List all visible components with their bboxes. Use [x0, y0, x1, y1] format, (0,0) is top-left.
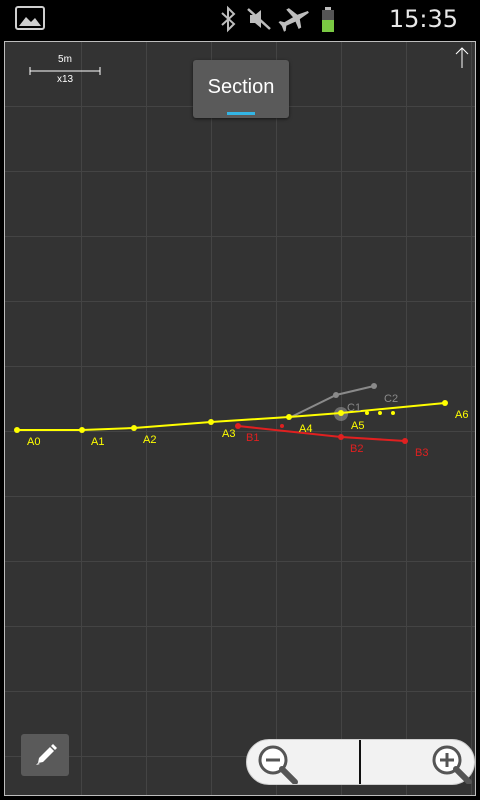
- mute-icon: [247, 8, 271, 30]
- zoom-in-icon: [432, 745, 472, 784]
- grid: [5, 42, 475, 795]
- station-label: B3: [415, 447, 428, 459]
- station-label: A1: [91, 436, 104, 448]
- station-point[interactable]: [338, 410, 344, 416]
- station-label: C1: [347, 402, 361, 414]
- section-button-label: Section: [207, 76, 275, 98]
- gallery-icon: [15, 6, 45, 30]
- station-point[interactable]: [371, 383, 377, 389]
- station-label: A5: [351, 420, 364, 432]
- scale-zoom: x13: [56, 74, 74, 85]
- zoom-out-icon: [258, 745, 298, 784]
- station-point[interactable]: [333, 392, 339, 398]
- edit-button[interactable]: [21, 734, 69, 776]
- battery-icon: [322, 7, 334, 32]
- splay-point: [280, 424, 284, 428]
- scale-line: [29, 67, 101, 75]
- station-point[interactable]: [338, 434, 344, 440]
- series-b: [235, 423, 408, 444]
- airplane-icon: [278, 8, 309, 32]
- station-label: A4: [299, 423, 312, 435]
- pencil-icon: [36, 744, 57, 765]
- station-point[interactable]: [402, 438, 408, 444]
- station-label: A3: [222, 428, 235, 440]
- station-point[interactable]: [208, 419, 214, 425]
- station-label: A2: [143, 434, 156, 446]
- station-labels: A0 A1 A2 A3 A4 A5 A6 B1 B2 B3 C1 C2: [27, 393, 468, 459]
- splay-point: [378, 411, 382, 415]
- station-point[interactable]: [79, 427, 85, 433]
- station-label: A6: [455, 409, 468, 421]
- station-point[interactable]: [14, 427, 20, 433]
- section-active-indicator: [227, 112, 255, 115]
- zoom-controls: [246, 739, 475, 785]
- status-bar: 15:35: [0, 0, 480, 38]
- zoom-in-button[interactable]: [361, 740, 474, 784]
- series-a: [14, 400, 448, 433]
- bluetooth-icon: [221, 5, 236, 33]
- station-label: A0: [27, 436, 40, 448]
- splay-point: [391, 411, 395, 415]
- scale-distance: 5m: [58, 54, 72, 65]
- zoom-divider: [359, 740, 361, 784]
- scale-bar: 5m x13: [29, 54, 101, 90]
- north-arrow-icon: [455, 47, 469, 68]
- sketch-canvas[interactable]: A0 A1 A2 A3 A4 A5 A6 B1 B2 B3 C1 C2 5m x…: [4, 41, 476, 796]
- station-label: B2: [350, 443, 363, 455]
- station-label: C2: [384, 393, 398, 405]
- station-point[interactable]: [442, 400, 448, 406]
- station-point[interactable]: [131, 425, 137, 431]
- station-point[interactable]: [286, 414, 292, 420]
- splay-point: [365, 411, 369, 415]
- zoom-out-button[interactable]: [247, 740, 359, 784]
- section-button[interactable]: Section: [193, 60, 289, 118]
- clock: 15:35: [388, 5, 458, 33]
- survey-sketch[interactable]: A0 A1 A2 A3 A4 A5 A6 B1 B2 B3 C1 C2: [5, 42, 476, 796]
- station-label: B1: [246, 432, 259, 444]
- station-point[interactable]: [235, 423, 241, 429]
- status-icons: [221, 5, 334, 33]
